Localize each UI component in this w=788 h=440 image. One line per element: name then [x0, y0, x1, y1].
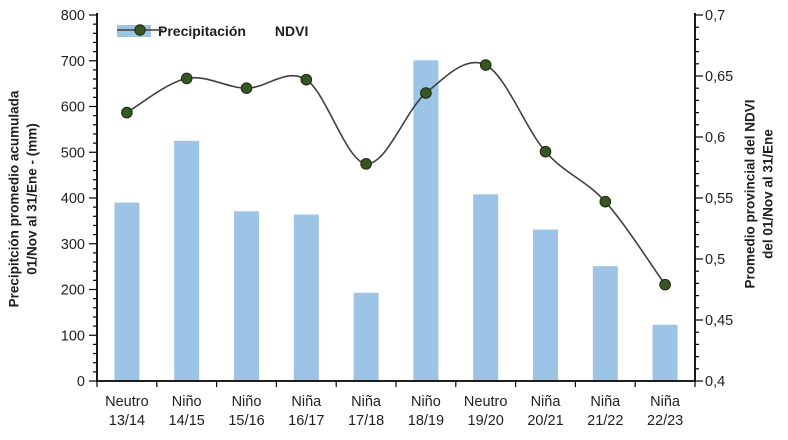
ndvi-marker — [599, 195, 612, 208]
x-category-label-line2: 13/14 — [109, 413, 145, 429]
x-category-label-line1: Niña — [531, 394, 562, 410]
ndvi-marker — [121, 106, 133, 119]
ndvi-marker — [479, 59, 492, 71]
precipitation-bar — [533, 229, 558, 381]
precipitation-bar — [353, 292, 379, 381]
ndvi-line — [126, 61, 666, 286]
y-right-tick-label: 0,45 — [705, 313, 733, 329]
y-right-tick-label: 0,55 — [705, 191, 733, 207]
y-left-tick-label: 600 — [61, 100, 85, 116]
y-right-tick-label: 0,7 — [705, 8, 725, 24]
ndvi-marker — [360, 158, 372, 170]
x-category-label-line1: Niño — [232, 394, 262, 410]
x-category-label-line2: 18/19 — [408, 413, 444, 429]
precipitation-bar — [293, 214, 319, 381]
y-right-tick-label: 0,5 — [705, 252, 725, 268]
x-category-label-line2: 19/20 — [468, 413, 504, 429]
y-left-tick-label: 300 — [61, 237, 85, 253]
x-category-label-line1: Niña — [590, 394, 621, 410]
precipitation-bar — [114, 202, 140, 381]
precipitation-bar — [234, 211, 259, 381]
precipitation-bar — [174, 140, 200, 381]
ndvi-legend-label: NDVI — [274, 23, 309, 39]
y-left-tick-label: 800 — [61, 8, 85, 24]
x-category-label-line1: Niña — [351, 394, 382, 410]
y-right-tick-label: 0,4 — [705, 374, 725, 390]
x-category-label-line1: Niño — [411, 394, 441, 410]
y-left-tick-label: 200 — [61, 283, 85, 299]
x-category-label-line1: Neutro — [464, 394, 508, 410]
x-category-label-line2: 16/17 — [288, 413, 324, 429]
x-category-label-line1: Neutro — [105, 394, 149, 410]
x-category-label-line2: 21/22 — [587, 413, 623, 429]
ndvi-marker — [420, 87, 432, 99]
ndvi-marker — [300, 73, 313, 86]
y-right-tick-label: 0,65 — [705, 69, 733, 85]
precipitation-bar — [473, 194, 499, 381]
right-axis-title: Promedio provincial del NDVI del 01/Nov … — [742, 99, 775, 289]
ndvi-marker — [240, 82, 253, 94]
x-category-label-line2: 17/18 — [348, 413, 384, 429]
precipitation-bar — [592, 266, 618, 381]
x-category-label-line2: 15/16 — [228, 413, 264, 429]
precipitation-legend-label: Precipitación — [158, 23, 246, 39]
y-left-tick-label: 500 — [61, 145, 85, 161]
y-left-tick-label: 700 — [61, 54, 85, 70]
precipitation-bar — [413, 60, 439, 381]
x-category-label-line1: Niña — [650, 394, 681, 410]
left-axis-title: Precipitción promedio acumulada 01/Nov a… — [6, 90, 39, 308]
x-category-label-line1: Niño — [172, 394, 202, 410]
chart-legend: Precipitación NDVI — [117, 23, 308, 39]
y-left-tick-label: 0 — [77, 374, 85, 390]
y-right-tick-label: 0,6 — [705, 130, 725, 146]
y-left-tick-label: 400 — [61, 191, 85, 207]
precipitation-bar — [652, 324, 678, 381]
x-category-label-line2: 22/23 — [647, 413, 683, 429]
x-category-label-line1: Niña — [291, 394, 322, 410]
ndvi-marker — [180, 72, 193, 85]
ndvi-marker — [539, 145, 552, 158]
x-category-label-line2: 20/21 — [527, 413, 563, 429]
y-left-tick-label: 100 — [61, 328, 85, 344]
ndvi-marker — [659, 278, 671, 291]
x-category-label-line2: 14/15 — [169, 413, 205, 429]
